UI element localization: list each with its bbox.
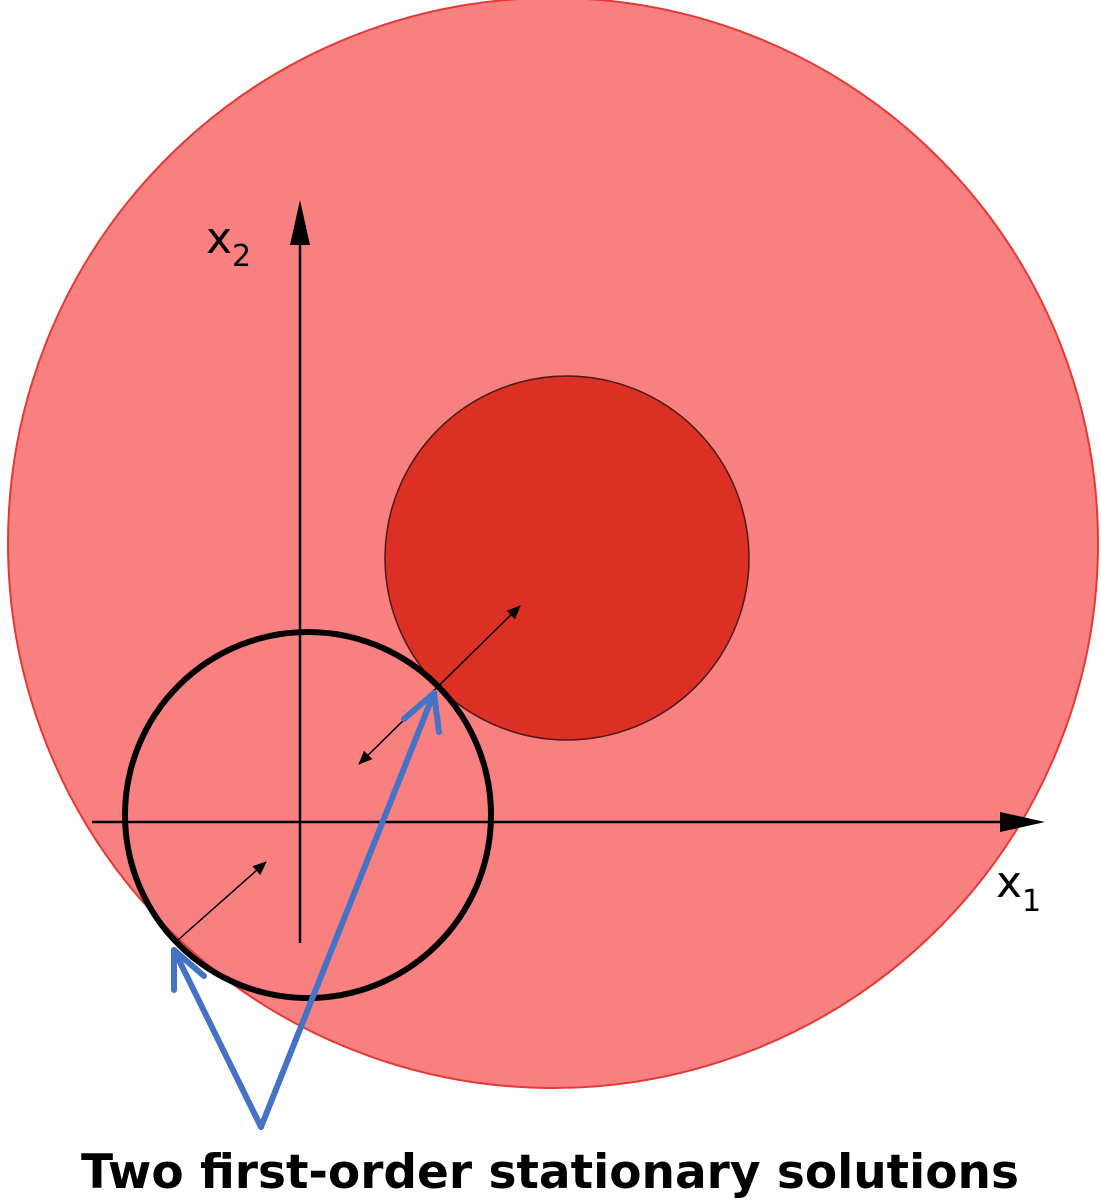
x1-axis-label: x1 (996, 857, 1041, 919)
x1-subscript: 1 (1022, 884, 1041, 919)
x2-axis-label: x2 (206, 213, 251, 274)
x2-axis (290, 200, 310, 943)
x2-subscript: 2 (232, 239, 251, 274)
level-circle (122, 629, 494, 1001)
gradient-arrow-lower (177, 861, 267, 941)
pointer-arrow-right (258, 690, 437, 1130)
pointer-arrow-right-head (401, 690, 442, 735)
pointer-arrow-left-head (171, 947, 207, 993)
pointer-arrow-left (171, 947, 264, 1130)
caption: Two first-order stationary solutions (81, 1145, 1019, 1200)
x1-symbol: x (996, 857, 1022, 908)
pointer-arrows (171, 690, 442, 1130)
x1-axis (92, 812, 1045, 832)
x2-symbol: x (206, 213, 232, 264)
gradient-arrow-upper (358, 605, 521, 765)
